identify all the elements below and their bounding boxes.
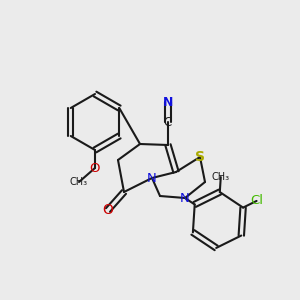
- Text: O: O: [90, 161, 100, 175]
- Text: C: C: [164, 116, 172, 128]
- Text: N: N: [163, 95, 173, 109]
- Text: CH₃: CH₃: [70, 177, 88, 187]
- Text: N: N: [180, 191, 190, 205]
- Text: CH₃: CH₃: [212, 172, 230, 182]
- Text: S: S: [195, 150, 205, 164]
- Text: Cl: Cl: [250, 194, 263, 207]
- Text: O: O: [103, 203, 113, 217]
- Text: N: N: [147, 172, 157, 184]
